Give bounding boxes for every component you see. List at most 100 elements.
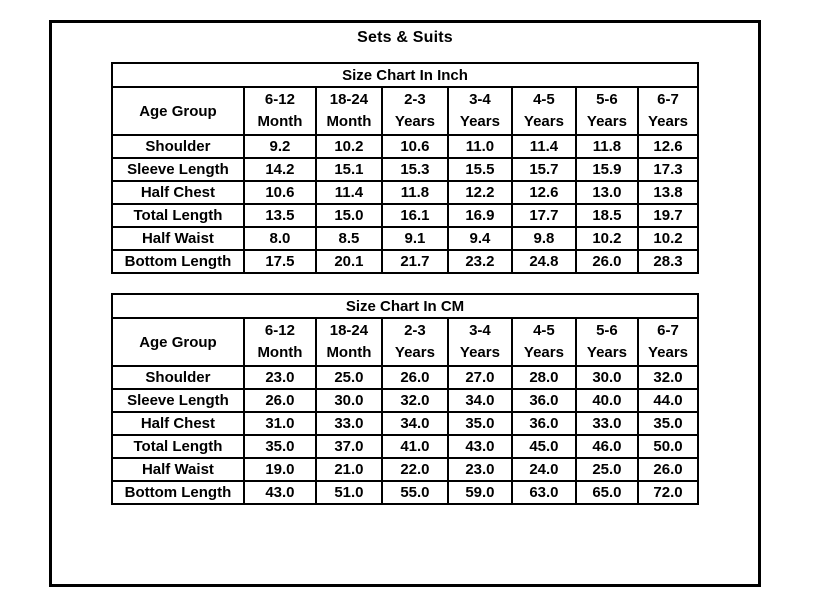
size-value-cell: 34.0	[380, 411, 449, 436]
header-line: Month	[257, 113, 303, 130]
header-line: Month	[257, 344, 303, 361]
size-value-cell: 44.0	[636, 388, 700, 413]
size-value-cell: 45.0	[510, 434, 577, 459]
column-header-18-24-month: 18-24 Month	[314, 86, 383, 136]
table-row-total-length: Total Length 35.0 37.0 41.0 43.0 45.0 46…	[110, 434, 700, 459]
size-value-cell: 23.0	[446, 457, 513, 482]
column-header-4-5-years: 4-5 Years	[510, 317, 577, 367]
header-line: 18-24	[329, 91, 369, 108]
size-value-cell: 26.0	[242, 388, 317, 413]
size-value-cell: 22.0	[380, 457, 449, 482]
size-value-cell: 11.4	[314, 180, 383, 205]
header-line: Years	[586, 344, 627, 361]
size-value-cell: 46.0	[574, 434, 639, 459]
size-value-cell: 16.9	[446, 203, 513, 228]
size-value-cell: 33.0	[574, 411, 639, 436]
size-value-cell: 50.0	[636, 434, 700, 459]
column-header-18-24-month: 18-24 Month	[314, 317, 383, 367]
size-value-cell: 63.0	[510, 480, 577, 505]
table-header-row: Age Group 6-12 Month 18-24 Month 2-3 Years …	[110, 86, 700, 136]
size-value-cell: 8.5	[314, 226, 383, 251]
size-value-cell: 26.0	[380, 365, 449, 390]
column-header-3-4-years: 3-4 Years	[446, 317, 513, 367]
header-line: Years	[523, 344, 564, 361]
size-value-cell: 28.0	[510, 365, 577, 390]
size-value-cell: 15.7	[510, 157, 577, 182]
column-header-6-7-years: 6-7 Years	[636, 317, 700, 367]
size-value-cell: 15.0	[314, 203, 383, 228]
table-title-row: Size Chart In CM	[110, 293, 700, 319]
size-value-cell: 9.8	[510, 226, 577, 251]
size-value-cell: 17.7	[510, 203, 577, 228]
header-line: Years	[523, 113, 564, 130]
column-header-5-6-years: 5-6 Years	[574, 86, 639, 136]
size-value-cell: 35.0	[636, 411, 700, 436]
header-line: 6-12	[264, 322, 295, 339]
column-header-age-group: Age Group	[110, 317, 245, 367]
header-line: Years	[647, 113, 689, 130]
header-line: Years	[459, 113, 500, 130]
row-label: Bottom Length	[110, 480, 245, 505]
table-title-row: Size Chart In Inch	[110, 62, 700, 88]
size-value-cell: 16.1	[380, 203, 449, 228]
header-line: Years	[586, 113, 627, 130]
size-value-cell: 41.0	[380, 434, 449, 459]
header-line: Month	[326, 344, 372, 361]
header-line: Years	[647, 344, 689, 361]
size-value-cell: 43.0	[446, 434, 513, 459]
header-line: 3-4	[469, 322, 491, 339]
header-line: Years	[459, 344, 500, 361]
document-frame: Sets & Suits Size Chart In Inch Age Grou…	[49, 20, 761, 587]
size-value-cell: 11.8	[574, 134, 639, 159]
size-value-cell: 30.0	[314, 388, 383, 413]
column-header-6-12-month: 6-12 Month	[242, 317, 317, 367]
column-header-2-3-years: 2-3 Years	[380, 317, 449, 367]
size-value-cell: 24.0	[510, 457, 577, 482]
row-label: Half Waist	[110, 457, 245, 482]
table-row-total-length: Total Length 13.5 15.0 16.1 16.9 17.7 18…	[110, 203, 700, 228]
column-header-3-4-years: 3-4 Years	[446, 86, 513, 136]
row-label: Bottom Length	[110, 249, 245, 274]
size-value-cell: 27.0	[446, 365, 513, 390]
table-row-half-chest: Half Chest 31.0 33.0 34.0 35.0 36.0 33.0…	[110, 411, 700, 436]
size-value-cell: 10.2	[574, 226, 639, 251]
size-value-cell: 10.6	[242, 180, 317, 205]
row-label: Half Waist	[110, 226, 245, 251]
size-value-cell: 59.0	[446, 480, 513, 505]
size-value-cell: 36.0	[510, 411, 577, 436]
row-label: Shoulder	[110, 134, 245, 159]
size-value-cell: 72.0	[636, 480, 700, 505]
table-row-half-chest: Half Chest 10.6 11.4 11.8 12.2 12.6 13.0…	[110, 180, 700, 205]
size-value-cell: 36.0	[510, 388, 577, 413]
header-line: Years	[394, 344, 435, 361]
size-value-cell: 32.0	[636, 365, 700, 390]
size-value-cell: 9.4	[446, 226, 513, 251]
header-line: Month	[326, 113, 372, 130]
size-value-cell: 10.2	[314, 134, 383, 159]
row-label: Total Length	[110, 434, 245, 459]
header-line: 5-6	[596, 322, 618, 339]
size-value-cell: 30.0	[574, 365, 639, 390]
table-title: Size Chart In CM	[110, 293, 700, 319]
size-value-cell: 15.3	[380, 157, 449, 182]
size-value-cell: 37.0	[314, 434, 383, 459]
size-value-cell: 11.8	[380, 180, 449, 205]
size-value-cell: 28.3	[636, 249, 700, 274]
size-value-cell: 18.5	[574, 203, 639, 228]
page-title: Sets & Suits	[357, 29, 453, 46]
size-value-cell: 21.0	[314, 457, 383, 482]
header-line: 5-6	[596, 91, 618, 108]
header-line: 6-7	[657, 322, 679, 339]
column-header-2-3-years: 2-3 Years	[380, 86, 449, 136]
size-value-cell: 33.0	[314, 411, 383, 436]
size-value-cell: 35.0	[446, 411, 513, 436]
size-value-cell: 12.6	[510, 180, 577, 205]
size-value-cell: 17.3	[636, 157, 700, 182]
size-value-cell: 21.7	[380, 249, 449, 274]
size-value-cell: 12.2	[446, 180, 513, 205]
row-label: Half Chest	[110, 411, 245, 436]
table-row-bottom-length: Bottom Length 43.0 51.0 55.0 59.0 63.0 6…	[110, 480, 700, 505]
size-value-cell: 31.0	[242, 411, 317, 436]
row-label: Shoulder	[110, 365, 245, 390]
size-value-cell: 34.0	[446, 388, 513, 413]
